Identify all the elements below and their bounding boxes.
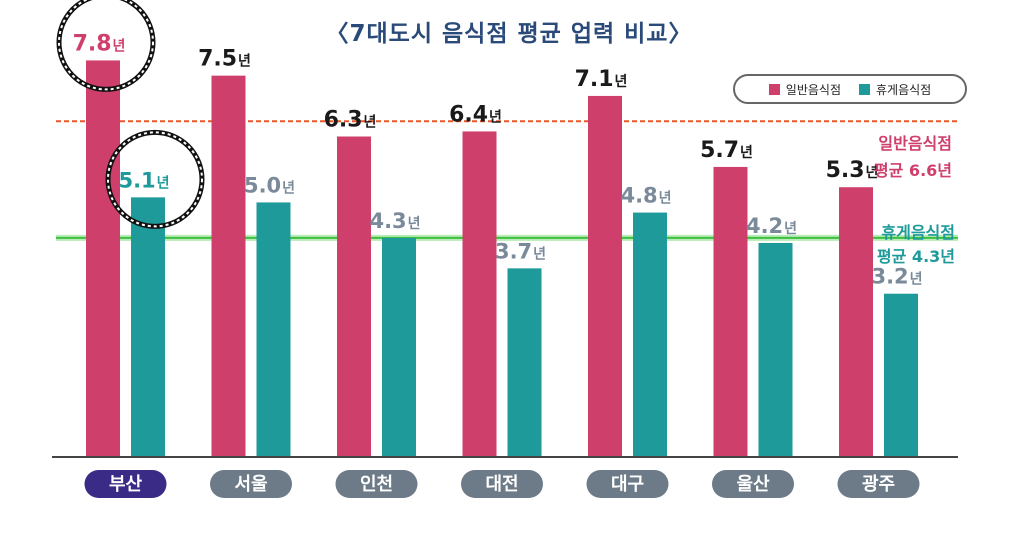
value-label-general-6: 5.3년 [826,158,879,183]
average-annotation-line1-0: 일반음식점 [878,134,952,153]
category-label-2: 인천 [360,474,393,495]
value-unit: 년 [784,221,797,237]
value-label-general-2: 6.3년 [324,108,377,133]
bar-rest-2 [382,237,416,456]
value-label-rest-1: 5.0년 [244,173,295,197]
value-unit: 년 [533,246,546,262]
value-label-rest-0: 5.1년 [118,168,169,192]
value-unit: 년 [910,272,923,288]
value-label-rest-4: 4.8년 [620,184,671,208]
category-label-0: 부산 [109,474,143,495]
category-label-3: 대전 [485,474,518,495]
value-label-rest-3: 3.7년 [495,239,546,263]
legend: 일반음식점 휴게음식점 [733,74,967,104]
value-label-rest-6: 3.2년 [871,265,922,289]
category-pill-0 [84,470,167,498]
highlight-circle-dash-1 [107,131,203,228]
bar-rest-5 [758,243,793,456]
legend-item-general: 일반음식점 [768,81,841,98]
bar-general-6 [839,187,873,456]
value-label-general-0: 7.8년 [73,31,126,56]
bar-general-1 [211,75,246,457]
value-unit: 년 [408,216,421,232]
category-label-5: 울산 [736,474,770,495]
value-unit: 년 [282,180,295,196]
bar-general-5 [713,166,748,456]
value-label-general-4: 7.1년 [575,67,628,92]
value-label-rest-2: 4.3년 [369,209,420,233]
value-label-general-5: 5.7년 [700,138,753,163]
chart-title: 〈7대도시 음식점 평균 업력 비교〉 [325,21,693,47]
legend-label-general: 일반음식점 [785,82,841,97]
value-label-general-3: 6.4년 [449,102,502,127]
average-annotation-line2-0: 평균 6.6년 [874,161,952,180]
value-unit: 년 [364,115,377,131]
bar-rest-0 [131,197,165,456]
legend-item-rest: 휴게음식점 [859,81,931,98]
value-unit: 년 [238,54,251,70]
category-label-6: 광주 [862,474,895,495]
category-label-4: 대구 [611,474,644,495]
category-label-1: 서울 [234,474,267,495]
category-pill-6 [837,470,920,498]
bar-rest-1 [256,202,291,456]
average-annotation-line1-1: 휴게음식점 [881,223,955,242]
category-pill-2 [335,470,418,498]
value-unit: 년 [113,38,126,54]
bar-general-2 [337,136,371,456]
value-unit: 년 [157,175,170,191]
category-pill-4 [586,470,669,498]
value-unit: 년 [659,191,672,207]
bar-rest-4 [633,212,667,456]
highlight-circle-dash-0 [58,0,154,91]
bar-rest-3 [507,268,542,456]
value-unit: 년 [866,165,879,181]
value-unit: 년 [740,145,753,161]
category-pill-3 [461,470,543,498]
value-unit: 년 [489,109,502,125]
average-annotation-line2-1: 평균 4.3년 [877,247,955,266]
category-pill-1 [210,470,292,498]
value-label-rest-5: 4.2년 [746,214,797,238]
legend-label-rest: 휴게음식점 [876,82,932,97]
legend-swatch-rest [859,83,870,95]
value-label-general-1: 7.5년 [198,47,251,72]
bar-general-3 [462,131,497,456]
legend-swatch-general [768,83,780,95]
value-unit: 년 [615,74,628,90]
category-pill-5 [712,470,794,498]
bar-general-4 [588,95,622,456]
bar-rest-6 [884,293,918,456]
bar-general-0 [86,60,120,457]
